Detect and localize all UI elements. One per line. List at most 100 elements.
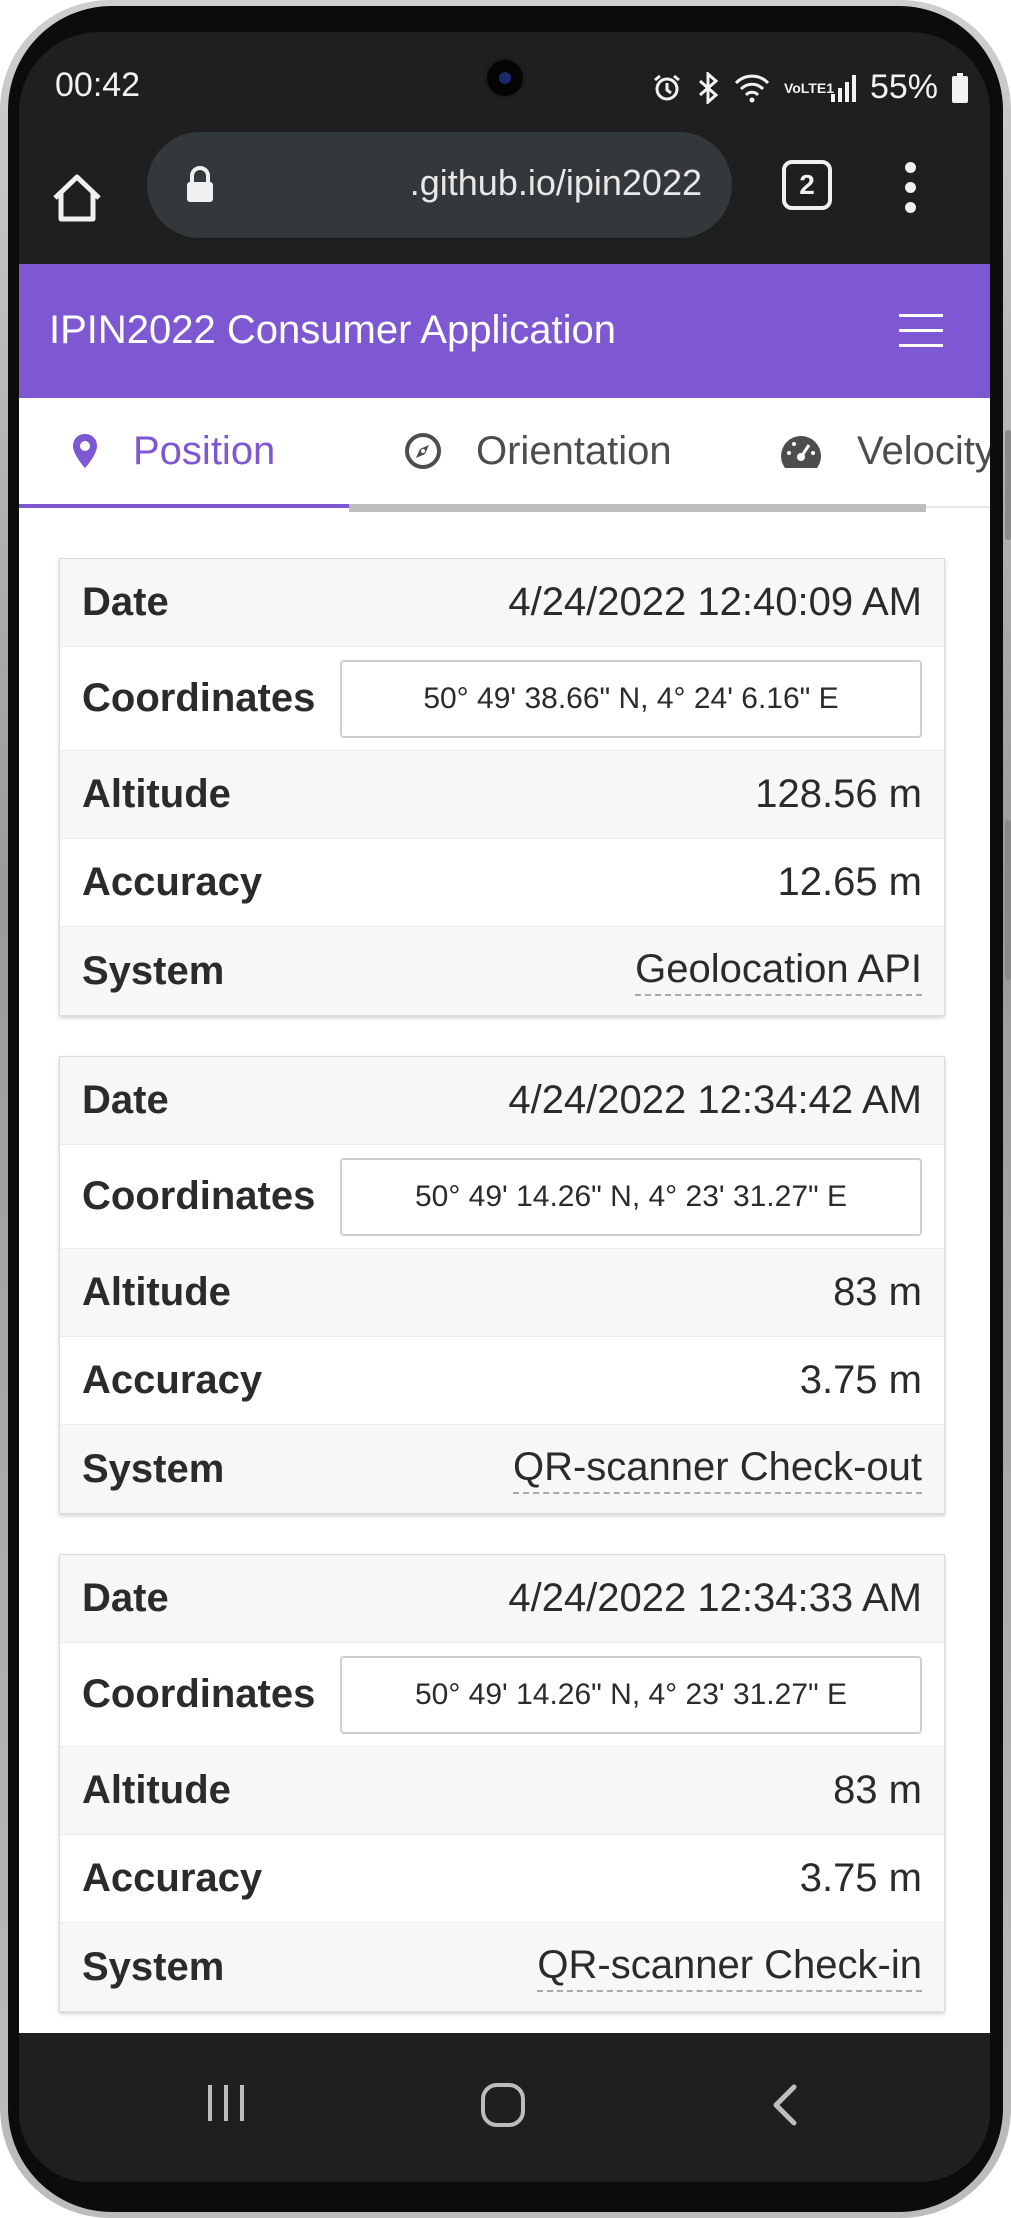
- tab-bar: Position Orientation Velocity: [19, 398, 990, 512]
- volume-button: [1005, 430, 1011, 540]
- compass-icon: [405, 433, 441, 469]
- tab-velocity[interactable]: Velocity: [779, 398, 990, 504]
- active-tab-indicator: [19, 504, 349, 508]
- speedometer-icon: [781, 436, 821, 468]
- screen: 00:42 VoLTE1 55%: [19, 32, 990, 2182]
- tab-orientation[interactable]: Orientation: [404, 398, 672, 504]
- accuracy-row: Accuracy 3.75 m: [60, 1835, 944, 1923]
- tab-label: Orientation: [476, 428, 672, 473]
- status-bar: 00:42 VoLTE1 55%: [19, 32, 990, 142]
- date-row: Date 4/24/2022 12:40:09 AM: [60, 559, 944, 647]
- date-value: 4/24/2022 12:34:42 AM: [508, 1078, 922, 1122]
- system-label: System: [82, 1944, 225, 1989]
- altitude-row: Altitude 83 m: [60, 1747, 944, 1835]
- power-button: [1005, 820, 1011, 980]
- system-navigation-bar: [19, 2033, 990, 2182]
- coordinates-row: Coordinates 50° 49' 38.66" N, 4° 24' 6.1…: [60, 647, 944, 751]
- accuracy-label: Accuracy: [82, 860, 263, 904]
- system-value[interactable]: QR-scanner Check-out: [512, 1445, 922, 1494]
- altitude-row: Altitude 128.56 m: [60, 751, 944, 839]
- status-icons: VoLTE1 55%: [652, 68, 968, 107]
- browser-home-button[interactable]: [49, 170, 105, 226]
- battery-icon: [952, 72, 968, 103]
- altitude-value: 83 m: [833, 1270, 922, 1314]
- accuracy-row: Accuracy 12.65 m: [60, 839, 944, 927]
- altitude-row: Altitude 83 m: [60, 1249, 944, 1337]
- system-value[interactable]: Geolocation API: [635, 947, 922, 996]
- coordinates-field[interactable]: 50° 49' 38.66" N, 4° 24' 6.16" E: [340, 659, 922, 738]
- date-label: Date: [82, 1576, 169, 1620]
- coordinates-row: Coordinates 50° 49' 14.26" N, 4° 23' 31.…: [60, 1145, 944, 1249]
- accuracy-label: Accuracy: [82, 1358, 263, 1402]
- tab-scrollbar[interactable]: [349, 504, 926, 512]
- accuracy-value: 3.75 m: [799, 1856, 922, 1900]
- web-content: IPIN2022 Consumer Application Position O…: [19, 264, 990, 2033]
- position-card: Date 4/24/2022 12:34:42 AM Coordinates 5…: [59, 1056, 945, 1514]
- back-chevron-icon: [773, 2084, 797, 2126]
- home-nav-button[interactable]: [479, 2081, 527, 2134]
- browser-menu-button[interactable]: [901, 162, 921, 213]
- altitude-label: Altitude: [82, 772, 231, 816]
- hamburger-line: [899, 329, 943, 332]
- date-row: Date 4/24/2022 12:34:33 AM: [60, 1555, 944, 1643]
- hamburger-menu-button[interactable]: [899, 314, 943, 348]
- url-text: .github.io/ipin2022: [409, 162, 702, 203]
- wifi-icon: [734, 73, 770, 103]
- front-camera: [484, 57, 526, 99]
- system-row: System QR-scanner Check-in: [60, 1923, 944, 2011]
- more-dot: [905, 202, 916, 213]
- coordinates-label: Coordinates: [82, 1174, 316, 1218]
- hamburger-line: [899, 344, 943, 347]
- recent-apps-button[interactable]: [204, 2081, 248, 2130]
- bluetooth-icon: [696, 71, 720, 104]
- map-marker-icon: [73, 434, 97, 468]
- signal-icon: [830, 74, 856, 102]
- network-type-label: VoLTE1: [783, 79, 834, 96]
- tab-position[interactable]: Position: [71, 398, 275, 504]
- altitude-label: Altitude: [82, 1270, 231, 1314]
- system-row: System Geolocation API: [60, 927, 944, 1015]
- hamburger-icon: [899, 314, 943, 317]
- home-circle-icon: [481, 2083, 525, 2127]
- date-label: Date: [82, 580, 169, 624]
- date-label: Date: [82, 1078, 169, 1122]
- alarm-icon: [652, 73, 682, 103]
- lock-icon: [185, 166, 215, 209]
- coordinates-field[interactable]: 50° 49' 14.26" N, 4° 23' 31.27" E: [340, 1655, 922, 1734]
- position-list: Date 4/24/2022 12:40:09 AM Coordinates 5…: [59, 558, 945, 2052]
- back-nav-button[interactable]: [764, 2081, 804, 2134]
- accuracy-row: Accuracy 3.75 m: [60, 1337, 944, 1425]
- recent-apps-icon: [208, 2085, 244, 2121]
- system-value[interactable]: QR-scanner Check-in: [537, 1943, 922, 1992]
- system-label: System: [82, 948, 225, 993]
- more-dot: [905, 182, 916, 193]
- tab-switcher-button[interactable]: 2: [782, 160, 832, 210]
- system-row: System QR-scanner Check-out: [60, 1425, 944, 1513]
- coordinates-label: Coordinates: [82, 676, 316, 720]
- home-icon: [53, 174, 101, 222]
- tab-label: Velocity: [857, 428, 990, 473]
- date-value: 4/24/2022 12:34:33 AM: [508, 1576, 922, 1620]
- battery-percentage: 55%: [869, 68, 938, 106]
- coordinates-row: Coordinates 50° 49' 14.26" N, 4° 23' 31.…: [60, 1643, 944, 1747]
- altitude-label: Altitude: [82, 1768, 231, 1812]
- more-vertical-icon: [905, 162, 916, 173]
- accuracy-label: Accuracy: [82, 1856, 263, 1900]
- position-card: Date 4/24/2022 12:34:33 AM Coordinates 5…: [59, 1554, 945, 2012]
- status-time: 00:42: [55, 66, 141, 104]
- altitude-value: 83 m: [833, 1768, 922, 1812]
- system-label: System: [82, 1446, 225, 1491]
- date-value: 4/24/2022 12:40:09 AM: [508, 580, 922, 624]
- app-header: IPIN2022 Consumer Application: [19, 264, 990, 398]
- coordinates-field[interactable]: 50° 49' 14.26" N, 4° 23' 31.27" E: [340, 1157, 922, 1236]
- position-card: Date 4/24/2022 12:40:09 AM Coordinates 5…: [59, 558, 945, 1016]
- altitude-value: 128.56 m: [755, 772, 922, 816]
- tab-label: Position: [133, 428, 276, 473]
- accuracy-value: 12.65 m: [777, 860, 922, 904]
- address-bar[interactable]: .github.io/ipin2022: [147, 132, 732, 238]
- accuracy-value: 3.75 m: [799, 1358, 922, 1402]
- coordinates-label: Coordinates: [82, 1672, 316, 1716]
- app-title: IPIN2022 Consumer Application: [49, 308, 616, 352]
- date-row: Date 4/24/2022 12:34:42 AM: [60, 1057, 944, 1145]
